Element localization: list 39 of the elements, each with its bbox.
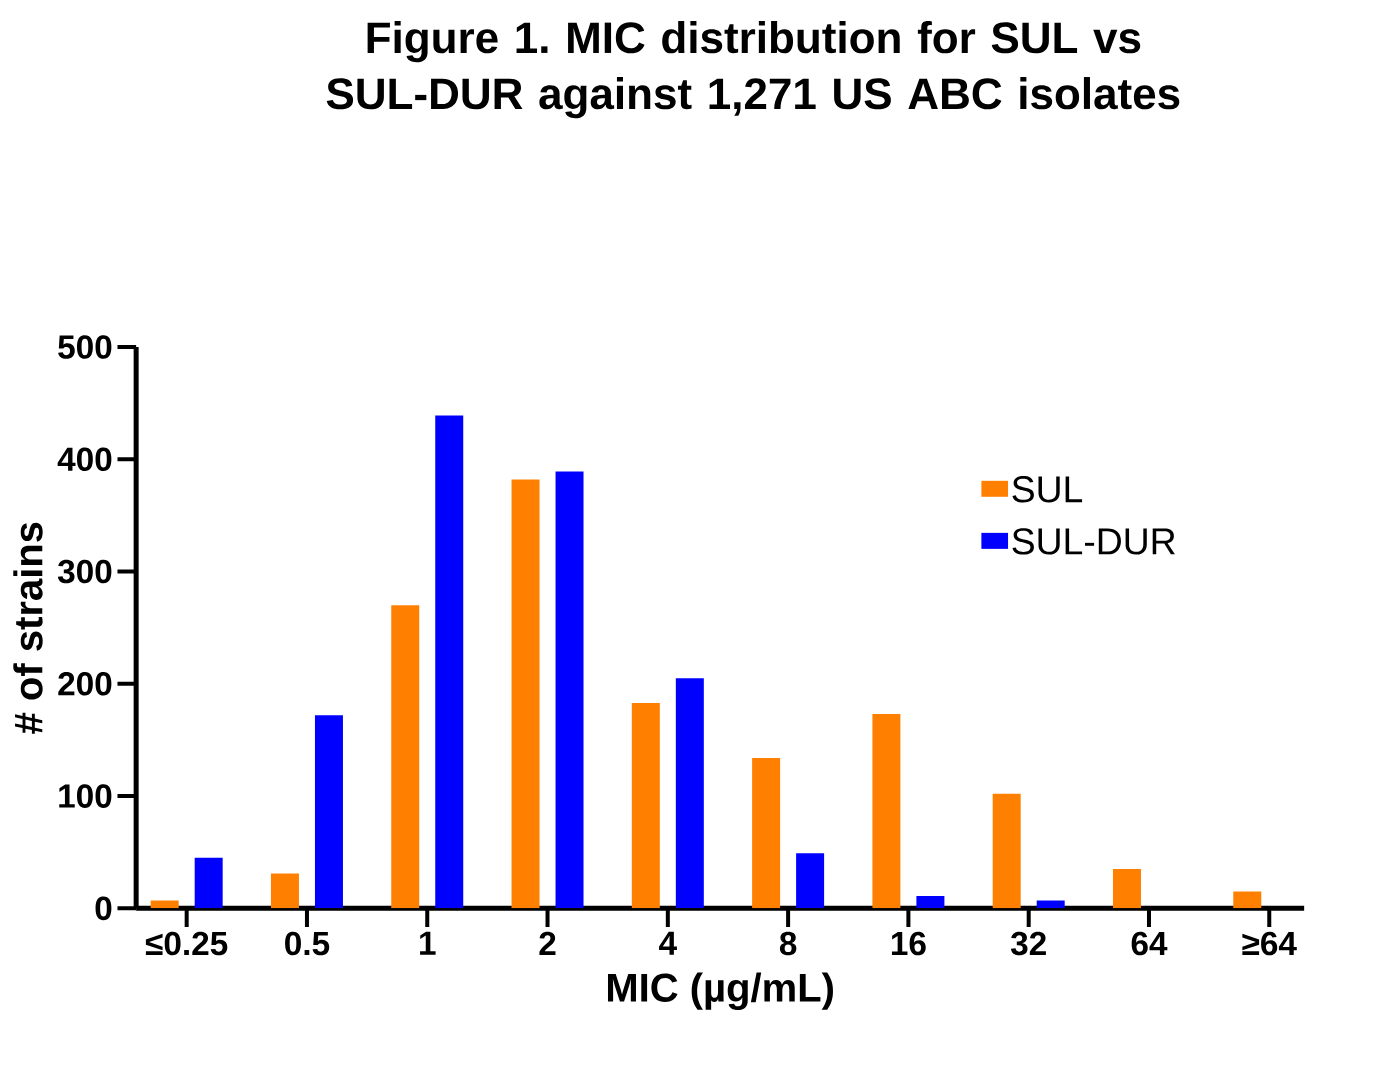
x-tick-label: 2 (539, 931, 556, 955)
x-tick-label: 1 (420, 931, 436, 955)
x-axis-title: MIC (µg/mL) (607, 972, 833, 1010)
legend-label: SUL-DUR (1012, 528, 1175, 555)
y-tick-label: 300 (57, 559, 112, 584)
y-tick-label: 200 (58, 672, 112, 696)
bar (1233, 891, 1262, 909)
bar (194, 857, 223, 909)
y-tick-label: 0 (95, 896, 112, 921)
bar (675, 678, 704, 909)
chart-title: Figure 1. MIC distribution for SUL vs SUL-DUR against 1,271 US ABC isolates (326, 21, 1180, 119)
x-tick-label: 4 (659, 931, 677, 955)
bar (796, 853, 825, 909)
x-tick-label: 16 (891, 931, 926, 956)
bar (916, 895, 945, 909)
bar (872, 714, 901, 909)
bar (555, 471, 584, 909)
y-tick-label: 100 (59, 784, 112, 808)
x-tick-label: 64 (1131, 931, 1168, 956)
x-tick-label: 32 (1010, 931, 1046, 956)
y-tick-label: 400 (57, 447, 112, 472)
bar (150, 900, 179, 909)
x-tick-label: 8 (779, 931, 797, 956)
x-tick-label: ≥64 (1242, 931, 1297, 956)
bar (752, 757, 781, 909)
bar (270, 873, 299, 909)
bar (511, 479, 540, 909)
bar (314, 715, 343, 909)
y-tick-label: 500 (58, 335, 112, 359)
x-tick-label: 0.5 (285, 931, 330, 956)
bar (435, 415, 464, 909)
y-axis-title: # of strains (13, 522, 43, 734)
bar (391, 605, 420, 909)
bar (992, 793, 1021, 909)
x-tick-label: ≤0.25 (145, 931, 228, 956)
bar (1036, 900, 1065, 909)
bar (1112, 869, 1141, 909)
legend-label: SUL (1012, 476, 1083, 503)
bar (631, 702, 660, 909)
